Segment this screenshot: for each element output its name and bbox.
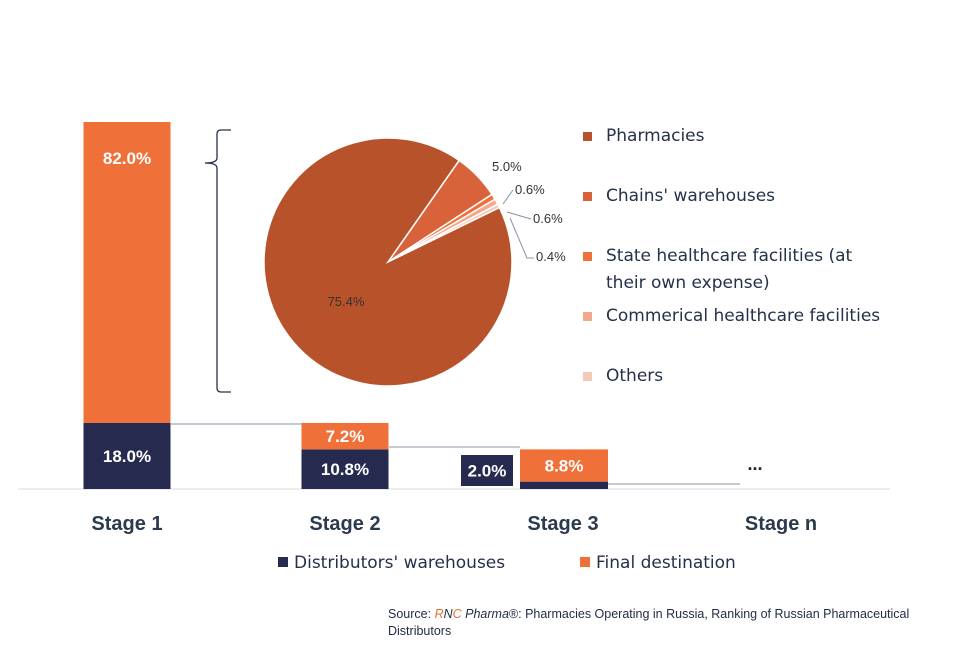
bar-stage3-final: [520, 449, 608, 482]
bar-legend-label-2: Final destination: [596, 553, 736, 573]
source-brand-n: N: [443, 607, 453, 621]
pie-legend-label-1: Pharmacies: [606, 126, 705, 146]
bar-legend-label-1: Distributors' warehouses: [294, 553, 505, 573]
pie-legend-swatch-5: [583, 372, 592, 381]
bar-stage1-final-label: 82.0%: [103, 149, 151, 168]
bar-stage1-distributors: [83, 422, 171, 489]
bar-stage1-final: [83, 122, 171, 423]
bar-stage2-final-label: 7.2%: [326, 427, 365, 446]
category-label-2: Stage 2: [309, 513, 380, 535]
pie-legend-swatch-1: [583, 132, 592, 141]
pie-legend-label-3: State healthcare facilities (at: [606, 246, 853, 266]
bar-legend-swatch-2: [580, 557, 590, 567]
bar-stage3-distributors-base: [520, 481, 608, 489]
bar-stage2-distributors: [301, 449, 389, 489]
pie-legend-swatch-2: [583, 192, 592, 201]
pie-bracket: [204, 129, 231, 393]
source-brand-r: R: [434, 607, 444, 621]
pie-slice-1: [263, 137, 513, 387]
pie-label-1: 75.4%: [328, 294, 365, 309]
bar-stage2-distributors-label: 10.8%: [321, 460, 369, 479]
pie-legend-swatch-3: [583, 252, 592, 261]
pie-legend-swatch-4: [583, 312, 592, 321]
pie-label-3: 0.6%: [515, 182, 545, 197]
bar-stage3-final-label: 8.8%: [545, 457, 584, 476]
source-prefix: Source:: [388, 607, 435, 621]
source-text: : Pharmacies Operating in Russia, Rankin…: [388, 607, 910, 638]
pie-legend-label-4: Commerical healthcare facilities: [606, 306, 880, 326]
bar-stage2-final: [301, 422, 389, 450]
source-brand-rest: Pharma: [461, 607, 509, 621]
bar-stage3-distributors-label: 2.0%: [468, 462, 507, 481]
source-note: Source: RNC Pharma®: Pharmacies Operatin…: [388, 606, 958, 640]
pie-legend-label-3-line2: their own expense): [606, 273, 770, 293]
bar-stage3-distributors: [461, 455, 513, 486]
pie-leader-4: [506, 211, 532, 220]
bar-stage1-distributors-label: 18.0%: [103, 447, 151, 466]
source-brand-c: C: [452, 607, 462, 621]
bar-legend-swatch-1: [278, 557, 288, 567]
pie-label-5: 0.4%: [536, 249, 566, 264]
pie-label-2: 5.0%: [492, 159, 522, 174]
pie-leader-5: [509, 217, 534, 259]
category-label-1: Stage 1: [91, 513, 162, 535]
pie-legend-label-5: Others: [606, 366, 663, 386]
pie-label-4: 0.6%: [533, 211, 563, 226]
category-label-3: Stage 3: [527, 513, 598, 535]
stage-n-ellipsis: ...: [747, 454, 762, 474]
pie-legend-label-2: Chains' warehouses: [606, 186, 775, 206]
source-trademark: ®: [508, 607, 519, 621]
pie-leader-3: [502, 189, 514, 205]
category-label-4: Stage n: [745, 513, 817, 535]
